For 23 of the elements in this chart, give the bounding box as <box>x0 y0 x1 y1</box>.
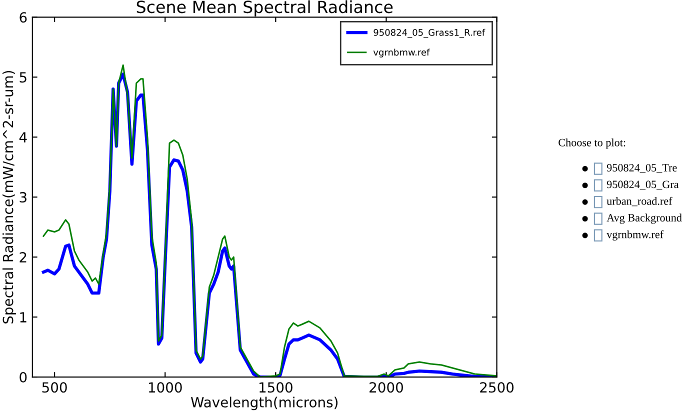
y-tick-label: 4 <box>19 132 27 142</box>
text: 950824_05_Gra <box>606 180 679 190</box>
x-tick-label: 2500 <box>480 382 514 393</box>
text: vgrnbmw.ref <box>606 230 664 241</box>
text: Choose to plot: <box>558 138 626 149</box>
text: 950824_05_Tre <box>606 164 677 173</box>
y-tick-label: 2 <box>20 252 26 262</box>
legend-label: 950824_05_Grass1_R.ref <box>374 28 486 38</box>
y-axis-title: Spectral Radiance(mW/cm^2-sr-um) <box>2 70 16 324</box>
y-tick-label: 1 <box>20 312 26 322</box>
x-axis-title: Wavelength(microns) <box>190 396 338 410</box>
text: Avg Background <box>606 214 682 224</box>
x-tick-label: 2000 <box>370 382 403 393</box>
y-tick-label: 5 <box>20 72 26 83</box>
text: urban_road.ref <box>606 196 672 206</box>
x-tick-label: 500 <box>42 382 67 393</box>
y-tick-label: 6 <box>20 12 27 23</box>
y-tick-label: 0 <box>20 372 27 383</box>
x-tick-label: 1000 <box>148 382 182 393</box>
legend-label: vgrnbmw.ref <box>373 48 430 58</box>
x-tick-label: 1500 <box>260 382 292 393</box>
y-tick-label: 3 <box>20 192 26 203</box>
chart-title: Scene Mean Spectral Radiance <box>136 0 393 16</box>
